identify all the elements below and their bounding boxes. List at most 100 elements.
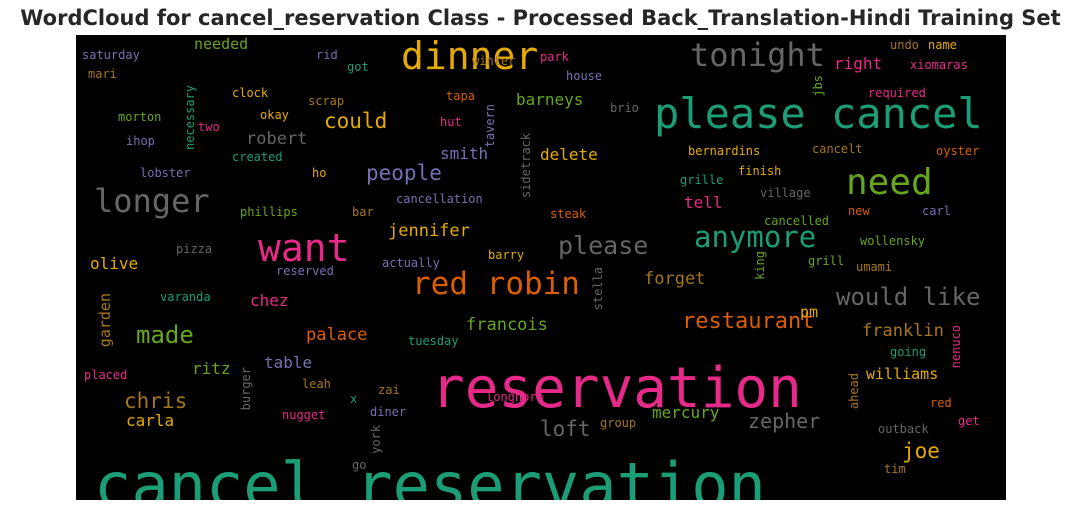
- word-forget: forget: [644, 269, 706, 289]
- word-wollensky: wollensky: [860, 234, 926, 248]
- word-cancelled: cancelled: [764, 214, 830, 228]
- word-name: name: [928, 38, 957, 52]
- word-ho: ho: [312, 166, 327, 180]
- word-outback: outback: [878, 422, 929, 436]
- word-required: required: [868, 86, 926, 100]
- word-zai: zai: [378, 383, 400, 397]
- word-would-like: would like: [836, 283, 981, 311]
- word-jennifer: jennifer: [388, 221, 470, 241]
- word-needed: needed: [194, 35, 249, 53]
- word-tuesday: tuesday: [408, 334, 459, 348]
- word-clock: clock: [232, 86, 269, 100]
- word-tavern: tavern: [483, 104, 497, 148]
- word-restaurant: restaurant: [682, 309, 815, 334]
- word-xiomaras: xiomaras: [910, 58, 968, 72]
- word-two: two: [198, 120, 220, 134]
- word-williams: williams: [866, 365, 939, 383]
- word-robert: robert: [246, 129, 308, 149]
- word-winter: winter: [472, 54, 516, 68]
- word-longhorn: longhorn: [486, 390, 544, 404]
- word-smith: smith: [440, 144, 489, 163]
- word-oyster: oyster: [936, 144, 980, 158]
- word-pm: pm: [800, 303, 819, 321]
- word-x: x: [350, 392, 358, 406]
- word-stella: stella: [591, 267, 605, 311]
- word-necessary: necessary: [183, 85, 197, 151]
- word-cancelt: cancelt: [812, 142, 863, 156]
- word-pizza: pizza: [176, 242, 213, 256]
- word-jbs: jbs: [811, 75, 825, 97]
- word-delete: delete: [540, 145, 598, 164]
- word-please: please: [558, 231, 649, 260]
- word-longer: longer: [94, 182, 210, 220]
- word-anymore: anymore: [694, 220, 817, 254]
- word-new: new: [848, 204, 870, 218]
- chart-title: WordCloud for cancel_reservation Class -…: [20, 6, 1061, 30]
- word-people: people: [366, 161, 442, 185]
- word-hut: hut: [440, 115, 462, 129]
- word-varanda: varanda: [160, 290, 211, 304]
- word-brio: brio: [610, 101, 639, 115]
- word-morton: morton: [118, 110, 162, 124]
- word-made: made: [136, 321, 194, 349]
- word-barneys: barneys: [516, 90, 584, 109]
- word-going: going: [890, 345, 927, 359]
- word-red: red: [930, 396, 952, 410]
- word-rid: rid: [316, 48, 338, 62]
- word-red-robin: red robin: [412, 266, 580, 302]
- word-table: table: [264, 353, 313, 372]
- word-chez: chez: [250, 291, 289, 310]
- word-nenuco: nenuco: [949, 325, 963, 369]
- word-olive: olive: [90, 254, 139, 273]
- word-cancel-reservation: cancel reservation: [94, 449, 766, 501]
- word-mercury: mercury: [652, 403, 720, 422]
- word-francois: francois: [466, 315, 548, 335]
- word-ihop: ihop: [126, 134, 155, 148]
- word-tonight: tonight: [690, 36, 825, 74]
- word-want: want: [258, 226, 350, 270]
- word-actually: actually: [382, 256, 440, 270]
- word-umami: umami: [856, 260, 893, 274]
- word-york: york: [369, 425, 383, 454]
- word-go: go: [352, 458, 367, 472]
- word-mari: mari: [88, 67, 117, 81]
- word-barry: barry: [488, 248, 525, 262]
- word-bernardins: bernardins: [688, 144, 761, 158]
- word-house: house: [566, 69, 603, 83]
- word-right: right: [834, 54, 883, 73]
- word-carl: carl: [922, 204, 951, 218]
- word-created: created: [232, 150, 283, 164]
- word-need: need: [846, 162, 933, 203]
- word-tell: tell: [684, 193, 723, 212]
- word-saturday: saturday: [82, 48, 140, 62]
- word-franklin: franklin: [862, 321, 944, 341]
- word-village: village: [760, 186, 811, 200]
- word-reservation: reservation: [431, 356, 802, 421]
- word-king: king: [753, 251, 767, 280]
- word-reserved: reserved: [276, 264, 334, 278]
- word-diner: diner: [370, 405, 407, 419]
- word-could: could: [324, 109, 388, 133]
- word-cloud: cancel reservation reservation please canc…: [76, 35, 1006, 500]
- word-leah: leah: [302, 377, 331, 391]
- word-grill: grill: [808, 254, 845, 268]
- word-bar: bar: [352, 205, 374, 219]
- word-ritz: ritz: [192, 359, 231, 378]
- word-ahead: ahead: [847, 373, 861, 410]
- word-zepher: zepher: [748, 409, 821, 433]
- word-cancellation: cancellation: [396, 192, 483, 206]
- word-burger: burger: [239, 367, 253, 411]
- word-please-cancel: please cancel: [654, 89, 983, 138]
- word-carla: carla: [126, 411, 175, 430]
- word-palace: palace: [306, 325, 368, 345]
- word-got: got: [347, 60, 369, 74]
- word-okay: okay: [260, 108, 289, 122]
- word-steak: steak: [550, 207, 587, 221]
- word-garden: garden: [96, 293, 114, 348]
- word-tim: tim: [884, 462, 906, 476]
- word-finish: finish: [738, 164, 782, 178]
- word-sidetrack: sidetrack: [519, 133, 533, 199]
- word-placed: placed: [84, 368, 128, 382]
- word-joe: joe: [902, 439, 940, 463]
- word-grille: grille: [680, 173, 724, 187]
